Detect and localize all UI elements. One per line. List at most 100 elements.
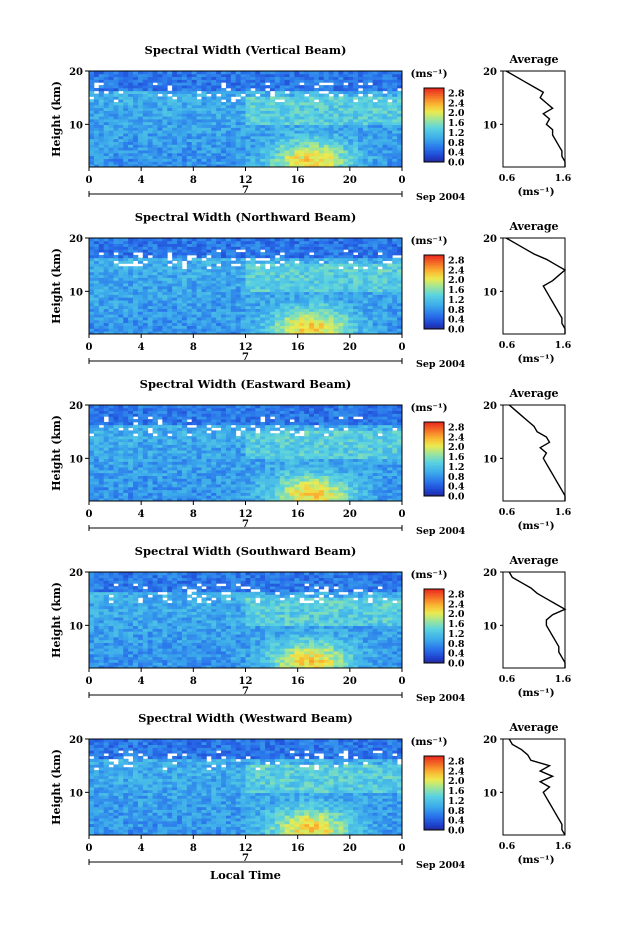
- heatmap-cell: [334, 249, 339, 252]
- heatmap-cell: [201, 481, 206, 484]
- heatmap-cell: [118, 102, 123, 105]
- heatmap-cell: [118, 77, 123, 80]
- heatmap-cell: [246, 147, 251, 150]
- heatmap-cell: [133, 136, 138, 139]
- heatmap-cell: [216, 314, 221, 317]
- heatmap-cell: [148, 326, 153, 329]
- heatmap-cell: [280, 144, 285, 147]
- heatmap-cell: [260, 289, 265, 292]
- heatmap-cell: [104, 278, 109, 281]
- heatmap-cell: [172, 85, 177, 88]
- heatmap-cell: [157, 246, 162, 249]
- heatmap-cell: [211, 275, 216, 278]
- heatmap-cell: [153, 122, 158, 125]
- heatmap-cell: [368, 476, 373, 479]
- heatmap-cell: [368, 478, 373, 481]
- heatmap-cell: [392, 303, 397, 306]
- heatmap-cell: [162, 269, 167, 272]
- heatmap-cell: [211, 246, 216, 249]
- heatmap-cell: [387, 484, 392, 487]
- heatmap-cell: [382, 278, 387, 281]
- heatmap-cell: [226, 142, 231, 145]
- heatmap-cell: [309, 139, 314, 142]
- heatmap-cell: [265, 94, 270, 97]
- heatmap-cell: [177, 294, 182, 297]
- heatmap-cell: [211, 300, 216, 303]
- heatmap: [89, 405, 402, 501]
- heatmap-cell: [246, 79, 251, 82]
- heatmap-cell: [392, 275, 397, 278]
- heatmap-cell: [216, 481, 221, 484]
- heatmap-cell: [153, 125, 158, 128]
- heatmap-cell: [382, 105, 387, 108]
- heatmap-cell: [123, 278, 128, 281]
- heatmap-cell: [319, 144, 324, 147]
- heatmap-cell: [89, 320, 94, 323]
- heatmap-cell: [324, 108, 329, 111]
- heatmap-cell: [187, 105, 192, 108]
- heatmap-cell: [348, 269, 353, 272]
- heatmap-cell: [265, 314, 270, 317]
- heatmap-cell: [314, 255, 319, 258]
- heatmap-cell: [392, 487, 397, 490]
- heatmap-cell: [157, 323, 162, 326]
- heatmap-cell: [89, 85, 94, 88]
- heatmap-cell: [182, 490, 187, 493]
- heatmap-cell: [89, 99, 94, 102]
- heatmap-cell: [255, 261, 260, 264]
- heatmap-cell: [387, 280, 392, 283]
- heatmap-cell: [128, 266, 133, 269]
- heatmap-cell: [231, 320, 236, 323]
- heatmap-cell: [182, 127, 187, 130]
- heatmap-cell: [236, 280, 241, 283]
- heatmap-cell: [172, 127, 177, 130]
- heatmap-cell: [290, 113, 295, 116]
- heatmap-cell: [319, 153, 324, 156]
- heatmap-cell: [109, 272, 114, 275]
- heatmap-cell: [94, 261, 99, 264]
- heatmap-cell: [138, 326, 143, 329]
- heatmap-cell: [153, 252, 158, 255]
- heatmap-cell: [162, 77, 167, 80]
- heatmap-cell: [324, 249, 329, 252]
- heatmap-cell: [128, 275, 133, 278]
- heatmap-cell: [182, 102, 187, 105]
- heatmap-cell: [197, 79, 202, 82]
- heatmap-cell: [373, 266, 378, 269]
- heatmap-cell: [206, 252, 211, 255]
- heatmap-cell: [118, 478, 123, 481]
- heatmap-cell: [187, 328, 192, 331]
- heatmap-cell: [255, 309, 260, 312]
- heatmap-cell: [378, 261, 383, 264]
- heatmap-cell: [128, 147, 133, 150]
- heatmap-cell: [157, 105, 162, 108]
- heatmap-cell: [99, 294, 104, 297]
- heatmap-cell: [197, 88, 202, 91]
- heatmap-cell: [270, 99, 275, 102]
- heatmap-cell: [197, 102, 202, 105]
- heatmap-cell: [255, 300, 260, 303]
- heatmap-cell: [226, 481, 231, 484]
- x-tick-label: 8: [190, 175, 197, 186]
- heatmap-cell: [192, 111, 197, 114]
- heatmap-cell: [197, 85, 202, 88]
- heatmap-cell: [373, 249, 378, 252]
- heatmap-cell: [314, 241, 319, 244]
- heatmap-cell: [314, 283, 319, 286]
- heatmap-cell: [182, 303, 187, 306]
- heatmap-cell: [285, 255, 290, 258]
- heatmap-cell: [353, 478, 358, 481]
- heatmap-cell: [177, 263, 182, 266]
- heatmap-cell: [138, 490, 143, 493]
- heatmap-cell: [104, 133, 109, 136]
- heatmap-cell: [211, 328, 216, 331]
- heatmap-cell: [334, 159, 339, 162]
- heatmap-cell: [192, 96, 197, 99]
- heatmap-cell: [265, 91, 270, 94]
- heatmap-cell: [133, 255, 138, 258]
- heatmap-cell: [382, 144, 387, 147]
- heatmap-cell: [226, 283, 231, 286]
- heatmap-cell: [338, 328, 343, 331]
- heatmap-cell: [99, 289, 104, 292]
- heatmap-cell: [338, 495, 343, 498]
